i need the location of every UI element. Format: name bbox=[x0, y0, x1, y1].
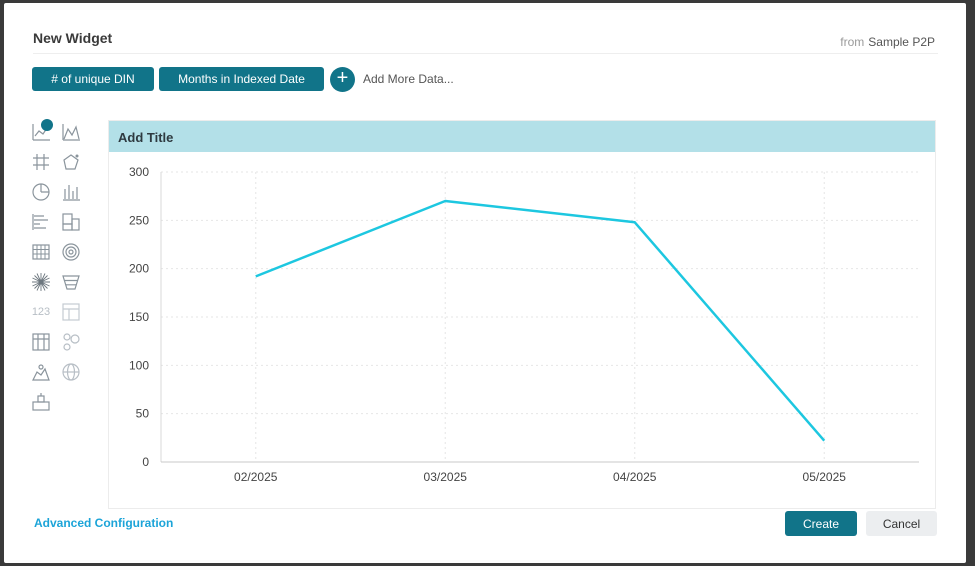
chart-title-placeholder[interactable]: Add Title bbox=[118, 130, 174, 145]
y-tick-label: 150 bbox=[129, 310, 149, 324]
datasource-label[interactable]: from Sample P2P bbox=[840, 35, 935, 49]
cancel-button[interactable]: Cancel bbox=[866, 511, 937, 536]
indicator-icon[interactable]: 123 bbox=[31, 306, 51, 318]
advanced-configuration-link[interactable]: Advanced Configuration bbox=[34, 516, 174, 530]
line-chart-icon[interactable] bbox=[30, 119, 53, 143]
x-tick-label: 04/2025 bbox=[613, 470, 657, 484]
data-pill-unique-din[interactable]: # of unique DIN bbox=[32, 67, 154, 91]
scatter-star-icon[interactable] bbox=[30, 271, 52, 293]
polar-chart-icon[interactable] bbox=[60, 151, 82, 173]
heatmap-icon[interactable] bbox=[30, 241, 52, 263]
calendar-heatmap-icon[interactable] bbox=[30, 391, 52, 413]
y-tick-label: 50 bbox=[136, 407, 150, 421]
area-chart-icon[interactable] bbox=[60, 121, 82, 143]
create-button[interactable]: Create bbox=[785, 511, 857, 536]
bar-chart-icon[interactable] bbox=[30, 211, 52, 233]
y-tick-label: 250 bbox=[129, 213, 149, 227]
pie-chart-icon[interactable] bbox=[30, 181, 52, 203]
y-tick-label: 0 bbox=[142, 455, 149, 469]
x-tick-label: 05/2025 bbox=[803, 470, 847, 484]
x-tick-label: 03/2025 bbox=[424, 470, 468, 484]
chart-preview: Add Title 0 50 100 150 200 250 300 02/2025 03/20… bbox=[108, 120, 936, 509]
selected-indicator bbox=[41, 119, 53, 131]
funnel-icon[interactable] bbox=[60, 271, 82, 293]
table-icon[interactable] bbox=[60, 301, 82, 323]
data-pill-months[interactable]: Months in Indexed Date bbox=[159, 67, 324, 91]
treemap-icon[interactable] bbox=[60, 211, 82, 233]
source-name[interactable]: Sample P2P bbox=[868, 35, 935, 49]
plus-icon[interactable]: + bbox=[330, 67, 355, 92]
pivot-table-icon[interactable] bbox=[30, 151, 52, 173]
column-chart-icon[interactable] bbox=[60, 181, 82, 203]
table-with-aggregation-icon[interactable] bbox=[30, 331, 52, 353]
chart-title-bar[interactable]: Add Title bbox=[109, 121, 935, 152]
sunburst-icon[interactable] bbox=[60, 241, 82, 263]
x-tick-label: 02/2025 bbox=[234, 470, 278, 484]
y-tick-label: 100 bbox=[129, 358, 149, 372]
new-widget-dialog: New Widget from Sample P2P # of unique DI… bbox=[4, 3, 966, 563]
area-map-icon[interactable] bbox=[30, 361, 52, 383]
y-tick-label: 200 bbox=[129, 262, 149, 276]
globe-icon[interactable] bbox=[60, 361, 82, 383]
scatter-map-icon[interactable] bbox=[60, 331, 82, 353]
source-prefix: from bbox=[840, 35, 865, 49]
line-chart: 0 50 100 150 200 250 300 02/2025 03/2025 04/2025 0… bbox=[129, 165, 919, 484]
add-more-data-link[interactable]: Add More Data... bbox=[363, 72, 454, 86]
dialog-title: New Widget bbox=[33, 30, 113, 46]
y-tick-label: 300 bbox=[129, 165, 149, 179]
series-line bbox=[255, 199, 826, 442]
header-divider bbox=[33, 53, 938, 54]
